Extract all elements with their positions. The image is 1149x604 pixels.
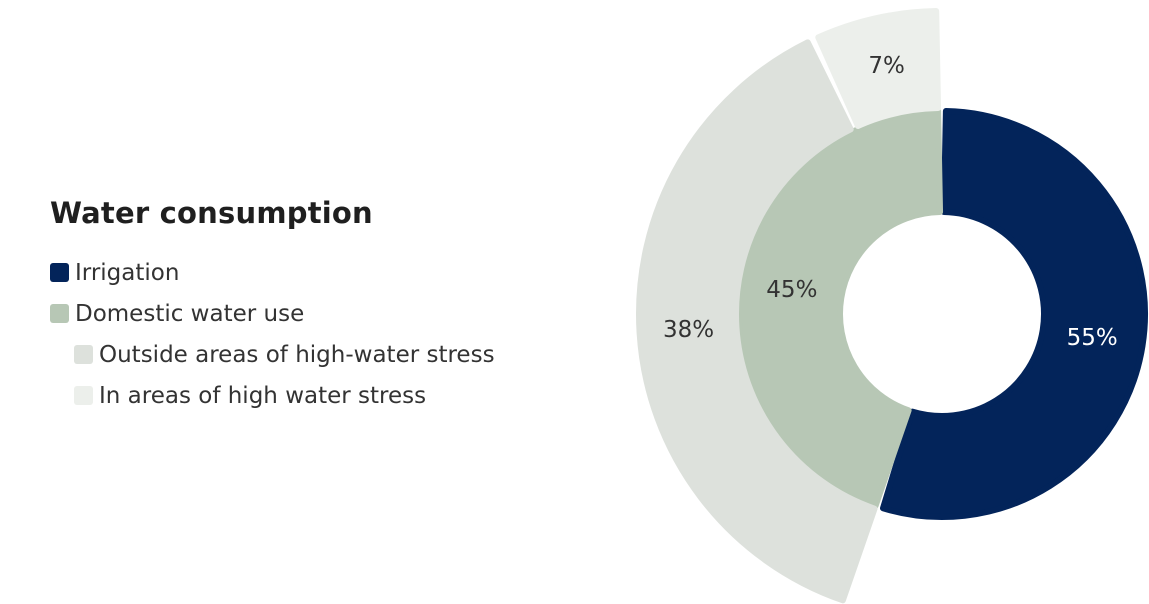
outer-label-outside-areas-of-high-water-stress: 38% <box>663 317 714 343</box>
legend-swatch-domestic <box>50 304 69 323</box>
legend-label-outside-stress: Outside areas of high-water stress <box>99 341 495 368</box>
outer-slice-outside-areas-of-high-water-stress <box>636 39 878 604</box>
chart-legend: Water consumption Irrigation Domestic wa… <box>50 196 495 416</box>
legend-item-irrigation: Irrigation <box>50 252 495 293</box>
legend-label-in-stress: In areas of high water stress <box>99 382 427 409</box>
inner-label-irrigation: 55% <box>1067 325 1118 351</box>
outer-label-in-areas-of-high-water-stress: 7% <box>868 53 905 79</box>
inner-slice-domestic-water-use <box>736 108 944 509</box>
outer-slice-in-areas-of-high-water-stress <box>815 8 942 129</box>
legend-swatch-irrigation <box>50 263 69 282</box>
legend-label-irrigation: Irrigation <box>75 259 180 286</box>
legend-swatch-in-stress <box>74 386 93 405</box>
legend-item-in-stress: In areas of high water stress <box>50 375 495 416</box>
legend-item-domestic: Domestic water use <box>50 293 495 334</box>
inner-label-domestic-water-use: 45% <box>766 277 817 303</box>
legend-item-outside-stress: Outside areas of high-water stress <box>50 334 495 375</box>
legend-swatch-outside-stress <box>74 345 93 364</box>
chart-title: Water consumption <box>50 196 373 230</box>
inner-slice-irrigation <box>879 108 1148 520</box>
legend-label-domestic: Domestic water use <box>75 300 305 327</box>
